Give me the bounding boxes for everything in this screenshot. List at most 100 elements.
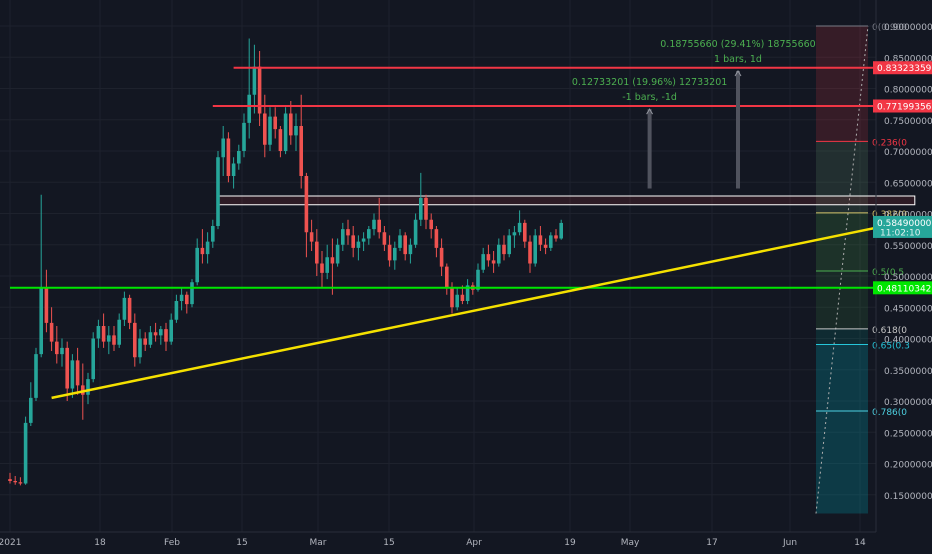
candle[interactable] (533, 229, 537, 267)
candle[interactable] (387, 235, 392, 267)
candle[interactable] (257, 51, 262, 126)
candle[interactable] (335, 238, 340, 267)
candle[interactable] (465, 279, 470, 305)
candle[interactable] (523, 219, 527, 248)
candle[interactable] (413, 213, 418, 248)
candle[interactable] (49, 307, 54, 351)
candle[interactable] (315, 229, 319, 276)
candle[interactable] (377, 197, 381, 239)
candle[interactable] (242, 113, 246, 158)
candle[interactable] (408, 238, 413, 264)
candle[interactable] (107, 326, 111, 355)
candle[interactable] (497, 238, 501, 267)
candle[interactable] (211, 219, 215, 248)
candle[interactable] (169, 313, 173, 345)
candle[interactable] (148, 326, 153, 348)
candle[interactable] (216, 151, 220, 230)
candle[interactable] (486, 244, 491, 267)
candle[interactable] (481, 247, 485, 273)
candle[interactable] (60, 338, 64, 367)
candle[interactable] (372, 213, 376, 236)
candle[interactable] (247, 38, 251, 139)
candle[interactable] (164, 322, 168, 351)
candle[interactable] (55, 326, 59, 364)
trendline[interactable] (51, 218, 916, 400)
candle[interactable] (393, 241, 397, 270)
candle[interactable] (252, 44, 257, 114)
candle[interactable] (127, 294, 132, 330)
range-box[interactable] (217, 195, 916, 206)
candle[interactable] (294, 113, 298, 152)
candle[interactable] (341, 222, 345, 251)
candle[interactable] (434, 226, 439, 258)
candle[interactable] (8, 472, 12, 484)
candle[interactable] (325, 244, 329, 280)
candle[interactable] (205, 232, 210, 264)
candle[interactable] (502, 235, 506, 261)
candle[interactable] (112, 326, 116, 351)
candle[interactable] (283, 107, 288, 155)
candle[interactable] (543, 238, 548, 255)
candle[interactable] (96, 319, 101, 348)
candle[interactable] (559, 219, 563, 240)
candle[interactable] (159, 326, 163, 345)
candle[interactable] (75, 347, 80, 395)
candle[interactable] (138, 329, 142, 364)
candle[interactable] (185, 291, 189, 314)
candle[interactable] (455, 288, 459, 311)
candle[interactable] (361, 232, 366, 251)
candle[interactable] (273, 107, 277, 139)
candle[interactable] (278, 126, 283, 158)
candle[interactable] (382, 226, 387, 251)
candle[interactable] (304, 172, 309, 258)
candle[interactable] (554, 229, 558, 242)
candle[interactable] (439, 238, 444, 277)
candle[interactable] (231, 157, 236, 189)
candle[interactable] (13, 476, 17, 485)
candle[interactable] (367, 226, 371, 245)
candle[interactable] (133, 313, 137, 367)
candle[interactable] (65, 341, 69, 401)
candle[interactable] (174, 294, 179, 323)
candle[interactable] (538, 226, 543, 251)
candle[interactable] (351, 226, 355, 258)
candle[interactable] (195, 238, 199, 286)
candle[interactable] (153, 322, 158, 342)
candle[interactable] (91, 332, 95, 383)
candle[interactable] (445, 263, 449, 295)
candle[interactable] (101, 313, 106, 348)
candle[interactable] (70, 354, 75, 398)
candle[interactable] (429, 213, 433, 239)
candle[interactable] (237, 144, 241, 170)
candle[interactable] (309, 219, 314, 251)
candle[interactable] (419, 172, 423, 226)
candle[interactable] (549, 232, 553, 251)
candle[interactable] (200, 229, 205, 264)
candle[interactable] (512, 226, 517, 248)
candle[interactable] (346, 219, 350, 245)
candle[interactable] (39, 194, 43, 358)
candle[interactable] (268, 107, 272, 151)
candle[interactable] (299, 94, 303, 189)
candle[interactable] (190, 279, 194, 308)
candle[interactable] (507, 229, 511, 258)
candle[interactable] (44, 269, 49, 333)
candle[interactable] (18, 477, 23, 486)
candle[interactable] (289, 101, 293, 145)
candle[interactable] (221, 126, 225, 176)
candle[interactable] (356, 235, 361, 261)
candle[interactable] (330, 238, 335, 295)
candle[interactable] (403, 232, 407, 261)
candle[interactable] (424, 194, 428, 230)
candle[interactable] (143, 332, 147, 351)
candle[interactable] (29, 382, 33, 426)
candle[interactable] (86, 372, 90, 405)
candle[interactable] (122, 291, 127, 326)
candle[interactable] (34, 347, 38, 401)
candle[interactable] (179, 288, 184, 311)
candle[interactable] (320, 251, 324, 289)
candle[interactable] (528, 235, 532, 273)
candle[interactable] (517, 210, 522, 236)
